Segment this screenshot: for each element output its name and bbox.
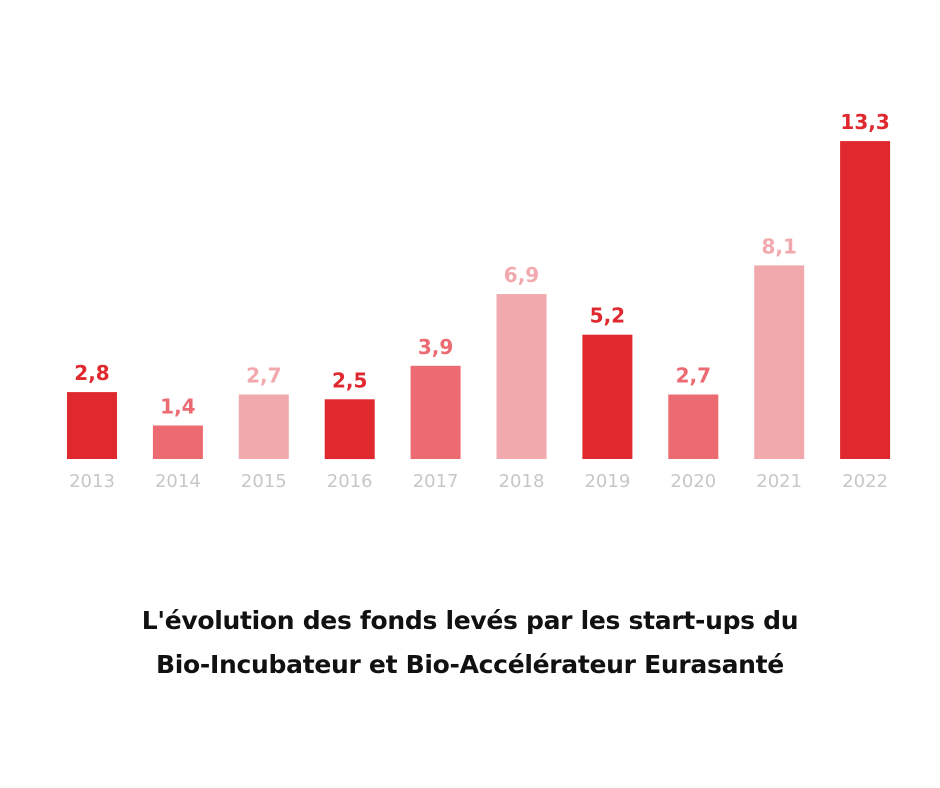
x-tick-labels-group: 2013 2014 2015 2016 2017 2018 2019 2020 2021 2022 bbox=[69, 471, 888, 492]
value-label-2014: 1,4 bbox=[160, 395, 195, 419]
bar-2019 bbox=[582, 334, 633, 459]
bar-2015 bbox=[238, 394, 289, 459]
x-tick-2017: 2017 bbox=[413, 471, 459, 492]
value-label-2013: 2,8 bbox=[74, 361, 109, 385]
value-label-2017: 3,9 bbox=[418, 335, 453, 359]
value-label-2018: 6,9 bbox=[504, 263, 539, 287]
x-tick-2019: 2019 bbox=[584, 471, 630, 492]
bars-group bbox=[67, 141, 891, 460]
value-label-2021: 8,1 bbox=[761, 234, 796, 258]
x-tick-2022: 2022 bbox=[842, 471, 888, 492]
x-tick-2020: 2020 bbox=[670, 471, 716, 492]
x-tick-2018: 2018 bbox=[499, 471, 545, 492]
bar-chart: 2,8 1,4 2,7 2,5 3,9 6,9 5,2 2,7 8,1 13,3 2013 2014… bbox=[67, 110, 891, 492]
chart-caption-line-2: Bio-Incubateur et Bio-Accélérateur Euras… bbox=[156, 650, 784, 679]
bar-2021 bbox=[754, 265, 805, 459]
x-tick-2014: 2014 bbox=[155, 471, 201, 492]
value-label-2020: 2,7 bbox=[676, 364, 711, 388]
bar-2016 bbox=[324, 399, 375, 460]
value-label-2022: 13,3 bbox=[840, 110, 889, 134]
value-label-2019: 5,2 bbox=[590, 304, 625, 328]
bar-2020 bbox=[668, 394, 719, 459]
value-label-2016: 2,5 bbox=[332, 368, 367, 392]
bar-2017 bbox=[410, 365, 461, 459]
bar-2014 bbox=[152, 425, 203, 459]
x-tick-2013: 2013 bbox=[69, 471, 115, 492]
bar-2018 bbox=[496, 294, 547, 459]
x-tick-2016: 2016 bbox=[327, 471, 373, 492]
value-label-2015: 2,7 bbox=[246, 364, 281, 388]
chart-caption-line-1: L'évolution des fonds levés par les star… bbox=[141, 606, 799, 635]
bar-2022 bbox=[840, 141, 891, 459]
x-tick-2015: 2015 bbox=[241, 471, 287, 492]
bar-2013 bbox=[67, 392, 117, 459]
value-labels-group: 2,8 1,4 2,7 2,5 3,9 6,9 5,2 2,7 8,1 13,3 bbox=[74, 110, 889, 418]
x-tick-2021: 2021 bbox=[756, 471, 802, 492]
